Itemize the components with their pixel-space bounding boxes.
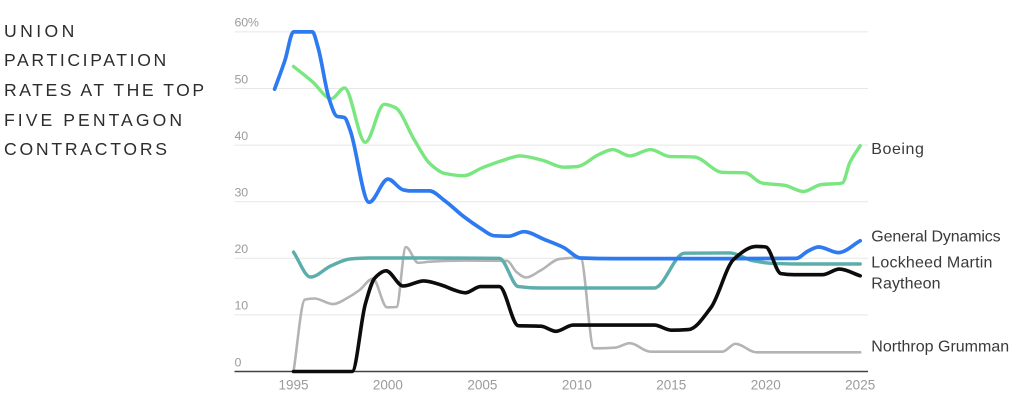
svg-text:General Dynamics: General Dynamics [871, 229, 1000, 246]
svg-text:2005: 2005 [467, 378, 497, 393]
svg-text:40: 40 [235, 129, 249, 143]
svg-text:Northrop Grumman: Northrop Grumman [871, 339, 1009, 356]
svg-text:Lockheed Martin: Lockheed Martin [871, 254, 992, 271]
svg-text:60%: 60% [235, 16, 259, 30]
svg-text:0: 0 [235, 355, 242, 369]
svg-text:Raytheon: Raytheon [871, 276, 940, 293]
svg-text:2000: 2000 [373, 378, 403, 393]
svg-text:50: 50 [235, 72, 249, 86]
svg-text:20: 20 [235, 242, 249, 256]
svg-text:2010: 2010 [562, 378, 592, 393]
svg-text:30: 30 [235, 186, 249, 200]
svg-text:2020: 2020 [751, 378, 781, 393]
svg-text:10: 10 [235, 299, 249, 313]
svg-text:1995: 1995 [278, 378, 308, 393]
svg-text:2025: 2025 [845, 378, 875, 393]
svg-text:Boeing: Boeing [871, 141, 924, 158]
svg-text:2015: 2015 [656, 378, 686, 393]
